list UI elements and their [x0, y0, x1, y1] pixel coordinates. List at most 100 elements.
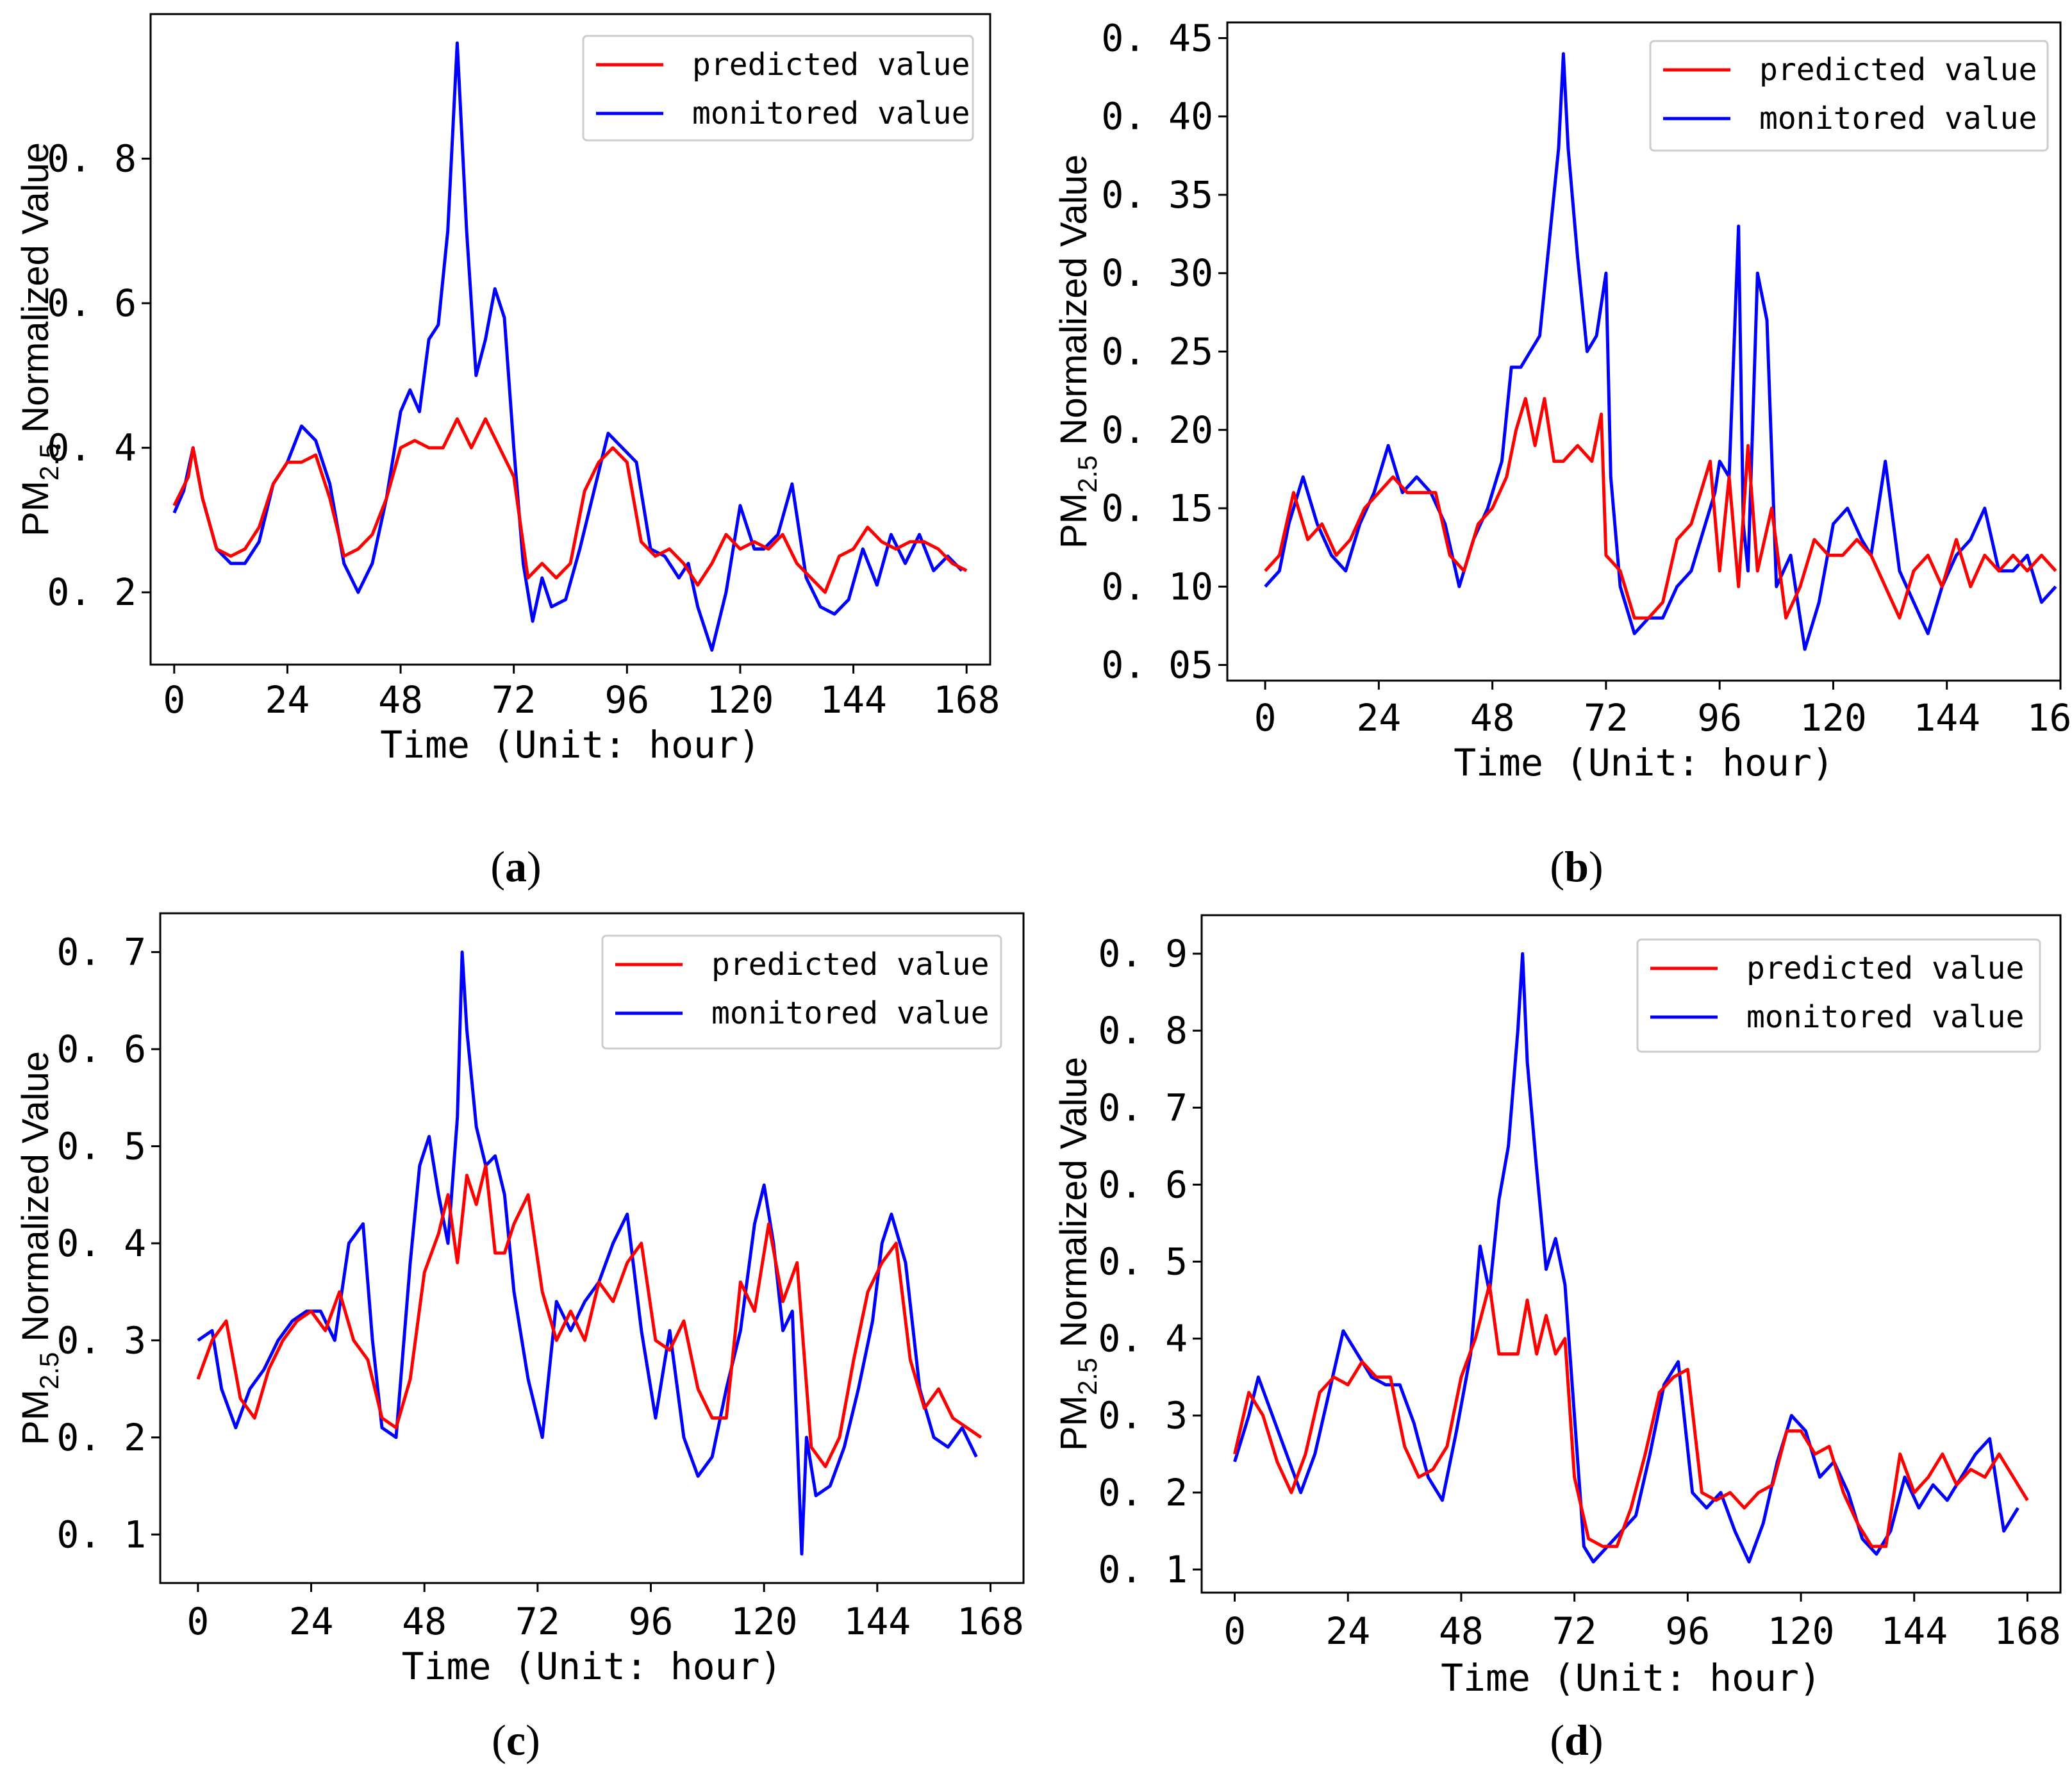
legend-box: [1636, 938, 2041, 1053]
panel-label: (a): [490, 842, 541, 891]
x-tick-label: 144: [1880, 1609, 1948, 1653]
chart-panel-c: 0 24 48 72 96 120 144 168 0. 1 0. 2 0. 3 0. 4 0. 5 0.…: [15, 912, 1025, 1764]
y-tick-label: 0. 4: [1098, 1317, 1188, 1361]
y-label-subscript: 2.5: [1072, 456, 1102, 493]
x-tick-label: 96: [1665, 1609, 1710, 1653]
chart-panel-b: 0 24 48 72 96 120 144 168 0. 05 0. 10 0. 15 0. 20 0.…: [1053, 16, 2072, 891]
x-tick-label: 0: [1254, 696, 1277, 740]
series-line-monitored: [172, 41, 963, 652]
legend: predicted value monitored value: [1636, 938, 2041, 1053]
y-tick-label: 0. 1: [1098, 1548, 1188, 1591]
y-tick-label: 0. 20: [1101, 408, 1213, 452]
panel-label: (b): [1550, 842, 1603, 891]
x-tick-label: 168: [957, 1600, 1024, 1643]
y-tick-label: 0. 10: [1101, 565, 1213, 608]
x-tick-label: 120: [1768, 1609, 1835, 1653]
x-tick-label: 48: [1439, 1609, 1484, 1653]
x-tick-label: 0: [163, 678, 185, 722]
y-tick-label: 0. 6: [47, 281, 137, 325]
legend-entry-monitored: monitored value: [692, 95, 970, 131]
y-tick-label: 0. 2: [47, 570, 137, 614]
y-tick-label: 0. 9: [1098, 932, 1188, 975]
x-tick-label: 48: [402, 1600, 447, 1643]
x-tick-label: 120: [731, 1600, 798, 1643]
y-tick-label: 0. 8: [1098, 1009, 1188, 1052]
y-tick-label: 0. 3: [1098, 1394, 1188, 1438]
panel-label: (c): [492, 1716, 540, 1764]
y-tick-label: 0. 7: [56, 931, 146, 974]
chart-panel-d: 0 24 48 72 96 120 144 168 0. 1 0. 2 0. 3 0. 4 0. 5 0.…: [1053, 914, 2062, 1764]
chart-panel-a: 0 24 48 72 96 120 144 168 0. 2 0. 4 0. 6 0. 8 Time (…: [15, 13, 1000, 891]
x-tick-label: 24: [1325, 1609, 1370, 1653]
y-tick-label: 0. 45: [1101, 16, 1213, 60]
x-tick-label: 0: [186, 1600, 209, 1643]
y-label-prefix: PM: [15, 1389, 56, 1445]
y-label-suffix: Normalized Value: [15, 1051, 56, 1352]
x-tick-label: 72: [1552, 1609, 1597, 1653]
legend-entry-predicted: predicted value: [692, 47, 970, 83]
legend-entry-monitored: monitored value: [1759, 101, 2037, 137]
y-tick-label: 0. 05: [1101, 643, 1213, 687]
y-label-subscript: 2.5: [34, 1352, 64, 1389]
y-tick-label: 0. 5: [1098, 1240, 1188, 1284]
y-tick-label: 0. 30: [1101, 251, 1213, 295]
x-tick-label: 120: [1800, 696, 1867, 740]
y-tick-label: 0. 35: [1101, 173, 1213, 217]
x-tick-label: 120: [707, 678, 774, 722]
legend: predicted value monitored value: [1649, 40, 2049, 152]
legend-box: [601, 934, 1002, 1050]
series-line-monitored: [1233, 952, 2019, 1564]
legend-entry-predicted: predicted value: [711, 947, 989, 982]
y-tick-label: 0. 40: [1101, 95, 1213, 138]
x-axis-label: Time (Unit: hour): [402, 1645, 783, 1688]
y-tick-label: 0. 25: [1101, 330, 1213, 374]
legend-entry-monitored: monitored value: [711, 995, 989, 1031]
y-axis-label: PM2.5 Normalized Value: [15, 142, 64, 536]
x-tick-label: 24: [1356, 696, 1401, 740]
x-tick-label: 168: [2027, 696, 2072, 740]
legend: predicted value monitored value: [601, 934, 1002, 1050]
y-label-prefix: PM: [15, 481, 56, 536]
y-tick-label: 0. 4: [56, 1222, 146, 1265]
y-tick-label: 0. 5: [56, 1124, 146, 1168]
y-axis-label: PM2.5 Normalized Value: [1053, 154, 1102, 549]
y-label-subscript: 2.5: [1072, 1358, 1102, 1395]
series-line-predicted: [196, 1164, 982, 1468]
y-label-suffix: Normalized Value: [15, 142, 56, 444]
legend-entry-monitored: monitored value: [1746, 999, 2024, 1035]
y-tick-label: 0. 15: [1101, 486, 1213, 530]
x-axis-label: Time (Unit: hour): [1441, 1656, 1821, 1700]
x-tick-label: 72: [1584, 696, 1629, 740]
x-tick-label: 96: [1697, 696, 1742, 740]
x-tick-label: 144: [820, 678, 887, 722]
y-axis-label: PM2.5 Normalized Value: [1053, 1057, 1102, 1451]
y-tick-label: 0. 2: [1098, 1471, 1188, 1514]
x-tick-label: 0: [1223, 1609, 1246, 1653]
x-tick-label: 72: [492, 678, 536, 722]
series-line-monitored: [197, 950, 978, 1556]
series-line-predicted: [172, 417, 968, 594]
x-tick-label: 24: [265, 678, 310, 722]
x-tick-label: 168: [1994, 1609, 2061, 1653]
legend-box: [1649, 40, 2049, 152]
y-label-suffix: Normalized Value: [1053, 154, 1095, 456]
x-tick-label: 168: [933, 678, 1000, 722]
series-line-predicted: [1264, 397, 2057, 620]
x-axis-label: Time (Unit: hour): [380, 723, 761, 767]
panel-label: (d): [1550, 1716, 1603, 1764]
x-tick-label: 96: [629, 1600, 674, 1643]
legend: predicted value monitored value: [582, 35, 974, 142]
x-tick-label: 48: [1470, 696, 1515, 740]
y-tick-label: 0. 4: [47, 426, 137, 470]
legend-box: [582, 35, 974, 142]
y-label-suffix: Normalized Value: [1053, 1057, 1095, 1358]
y-tick-label: 0. 3: [56, 1318, 146, 1362]
x-tick-label: 48: [378, 678, 423, 722]
y-label-prefix: PM: [1053, 493, 1095, 549]
legend-entry-predicted: predicted value: [1759, 52, 2037, 88]
x-tick-label: 72: [515, 1600, 560, 1643]
y-tick-label: 0. 8: [47, 137, 137, 181]
x-axis-label: Time (Unit: hour): [1454, 741, 1834, 784]
y-label-prefix: PM: [1053, 1395, 1095, 1451]
y-axis-label: PM2.5 Normalized Value: [15, 1051, 64, 1445]
